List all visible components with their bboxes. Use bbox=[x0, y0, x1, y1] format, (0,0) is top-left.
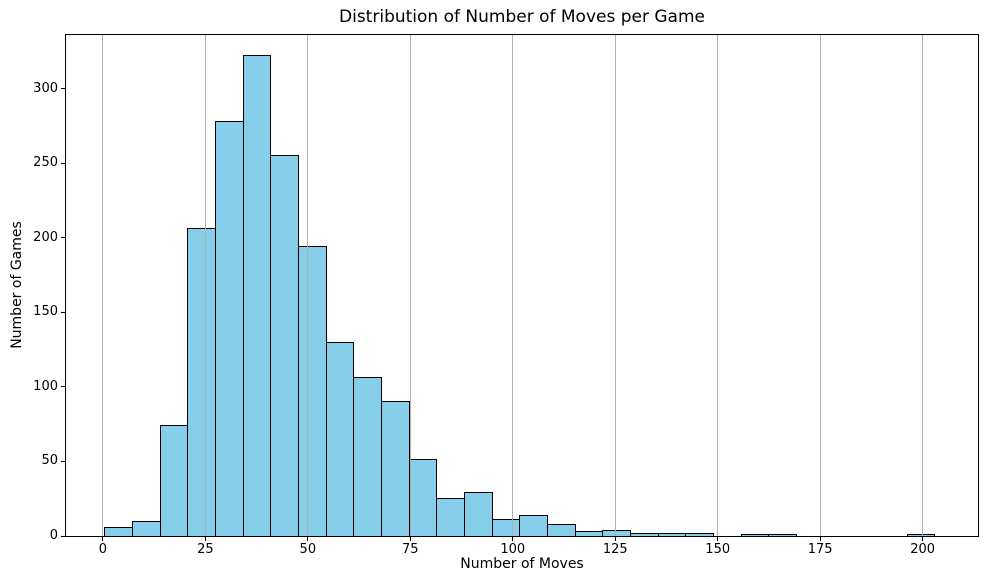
x-tick-mark bbox=[717, 537, 719, 541]
y-tick-label: 0 bbox=[49, 528, 58, 543]
x-gridline bbox=[819, 35, 821, 536]
x-tick-mark bbox=[819, 537, 821, 541]
gridlines-layer bbox=[66, 35, 978, 536]
histogram-bar bbox=[906, 534, 936, 537]
histogram-bar bbox=[353, 377, 383, 537]
histogram-bar bbox=[768, 534, 798, 537]
y-tick-label: 250 bbox=[33, 155, 58, 171]
x-tick-label: 50 bbox=[299, 542, 317, 557]
x-tick-label: 175 bbox=[807, 542, 833, 557]
x-tick-mark bbox=[307, 537, 309, 541]
x-gridline bbox=[512, 35, 514, 536]
x-axis-label: Number of Moves bbox=[460, 556, 584, 571]
histogram-bar bbox=[464, 492, 493, 537]
x-tick-mark bbox=[922, 537, 924, 541]
x-gridline bbox=[717, 35, 719, 536]
y-tick-mark bbox=[61, 460, 65, 462]
x-tick-label: 125 bbox=[602, 542, 628, 557]
y-tick-label: 50 bbox=[41, 453, 58, 469]
x-gridline bbox=[307, 35, 309, 536]
histogram-bar bbox=[547, 523, 576, 537]
histogram-bar bbox=[325, 341, 355, 537]
x-tick-label: 0 bbox=[98, 542, 108, 557]
plot-area bbox=[65, 34, 979, 537]
histogram-bar bbox=[685, 532, 715, 537]
chart-title: Distribution of Number of Moves per Game bbox=[339, 7, 705, 27]
y-tick-mark bbox=[61, 237, 65, 239]
y-tick-label: 200 bbox=[33, 229, 58, 245]
x-tick-label: 25 bbox=[197, 542, 214, 557]
histogram-bar bbox=[298, 246, 327, 537]
bars-layer bbox=[66, 35, 978, 537]
x-gridline bbox=[922, 35, 924, 536]
x-tick-label: 200 bbox=[910, 542, 936, 557]
y-tick-mark bbox=[61, 162, 65, 164]
x-gridline bbox=[409, 35, 411, 536]
x-gridline bbox=[102, 35, 104, 536]
histogram-bar bbox=[408, 459, 438, 537]
y-tick-mark bbox=[61, 311, 65, 313]
x-tick-mark bbox=[614, 537, 616, 541]
histogram-bar bbox=[215, 120, 244, 537]
x-tick-label: 100 bbox=[500, 542, 526, 557]
x-gridline bbox=[204, 35, 206, 536]
y-tick-label: 100 bbox=[33, 378, 58, 394]
y-tick-mark bbox=[61, 88, 65, 90]
histogram-bar bbox=[159, 425, 189, 537]
y-tick-label: 300 bbox=[33, 80, 58, 96]
y-tick-label: 150 bbox=[33, 304, 58, 320]
x-tick-mark bbox=[512, 537, 514, 541]
x-tick-label: 75 bbox=[402, 542, 419, 557]
x-tick-mark bbox=[102, 537, 104, 541]
y-tick-mark bbox=[61, 535, 65, 537]
x-gridline bbox=[614, 35, 616, 536]
x-tick-mark bbox=[409, 537, 411, 541]
y-tick-mark bbox=[61, 386, 65, 388]
x-tick-label: 150 bbox=[705, 542, 731, 557]
histogram-bar bbox=[436, 498, 466, 537]
x-tick-mark bbox=[204, 537, 206, 541]
